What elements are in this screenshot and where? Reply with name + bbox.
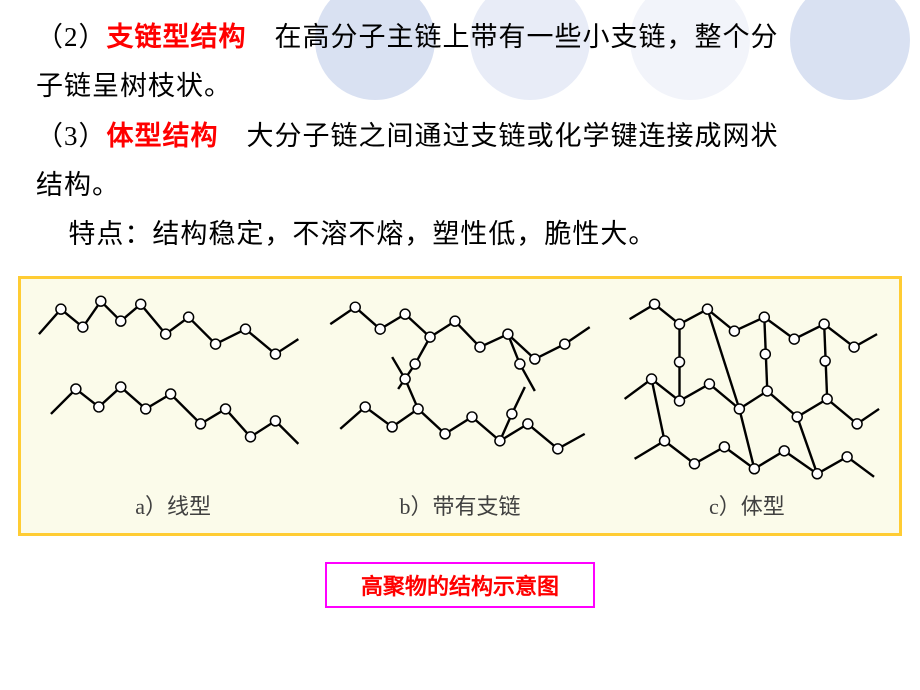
features-line: 特点：结构稳定，不溶不熔，塑性低，脆性大。 [36,211,884,258]
slide-content: （2）支链型结构 在高分子主链上带有一些小支链，整个分 子链呈树枝状。 （3）体… [0,0,920,258]
diagram-label-c: c）体型 [709,489,785,521]
text: 子链呈树枝状。 [36,71,232,101]
diagram-labels-row: a）线型 b）带有支链 c）体型 [21,489,899,529]
term-branched: 支链型结构 [107,22,247,52]
diagram-caption: 高聚物的结构示意图 [361,574,559,599]
text: 在高分子主链上带有一些小支链，整个分 [247,22,779,52]
paragraph-section-3: （3）体型结构 大分子链之间通过支链或化学键连接成网状 [36,113,884,160]
polymer-structure-diagram [21,279,899,489]
features-label: 特点： [68,219,152,249]
section-number: （3） [36,121,107,151]
paragraph-section-2-cont: 子链呈树枝状。 [36,63,884,110]
paragraph-section-2: （2）支链型结构 在高分子主链上带有一些小支链，整个分 [36,14,884,61]
text: 结构。 [36,170,120,200]
features-text: 结构稳定，不溶不熔，塑性低，脆性大。 [152,219,656,249]
section-number: （2） [36,22,107,52]
diagram-label-b: b）带有支链 [399,489,520,521]
paragraph-section-3-cont: 结构。 [36,162,884,209]
text: 大分子链之间通过支链或化学键连接成网状 [219,121,779,151]
diagram-caption-box: 高聚物的结构示意图 [325,562,595,608]
diagram-label-a: a）线型 [135,489,211,521]
term-network: 体型结构 [107,121,219,151]
diagram-frame: a）线型 b）带有支链 c）体型 [18,276,902,536]
